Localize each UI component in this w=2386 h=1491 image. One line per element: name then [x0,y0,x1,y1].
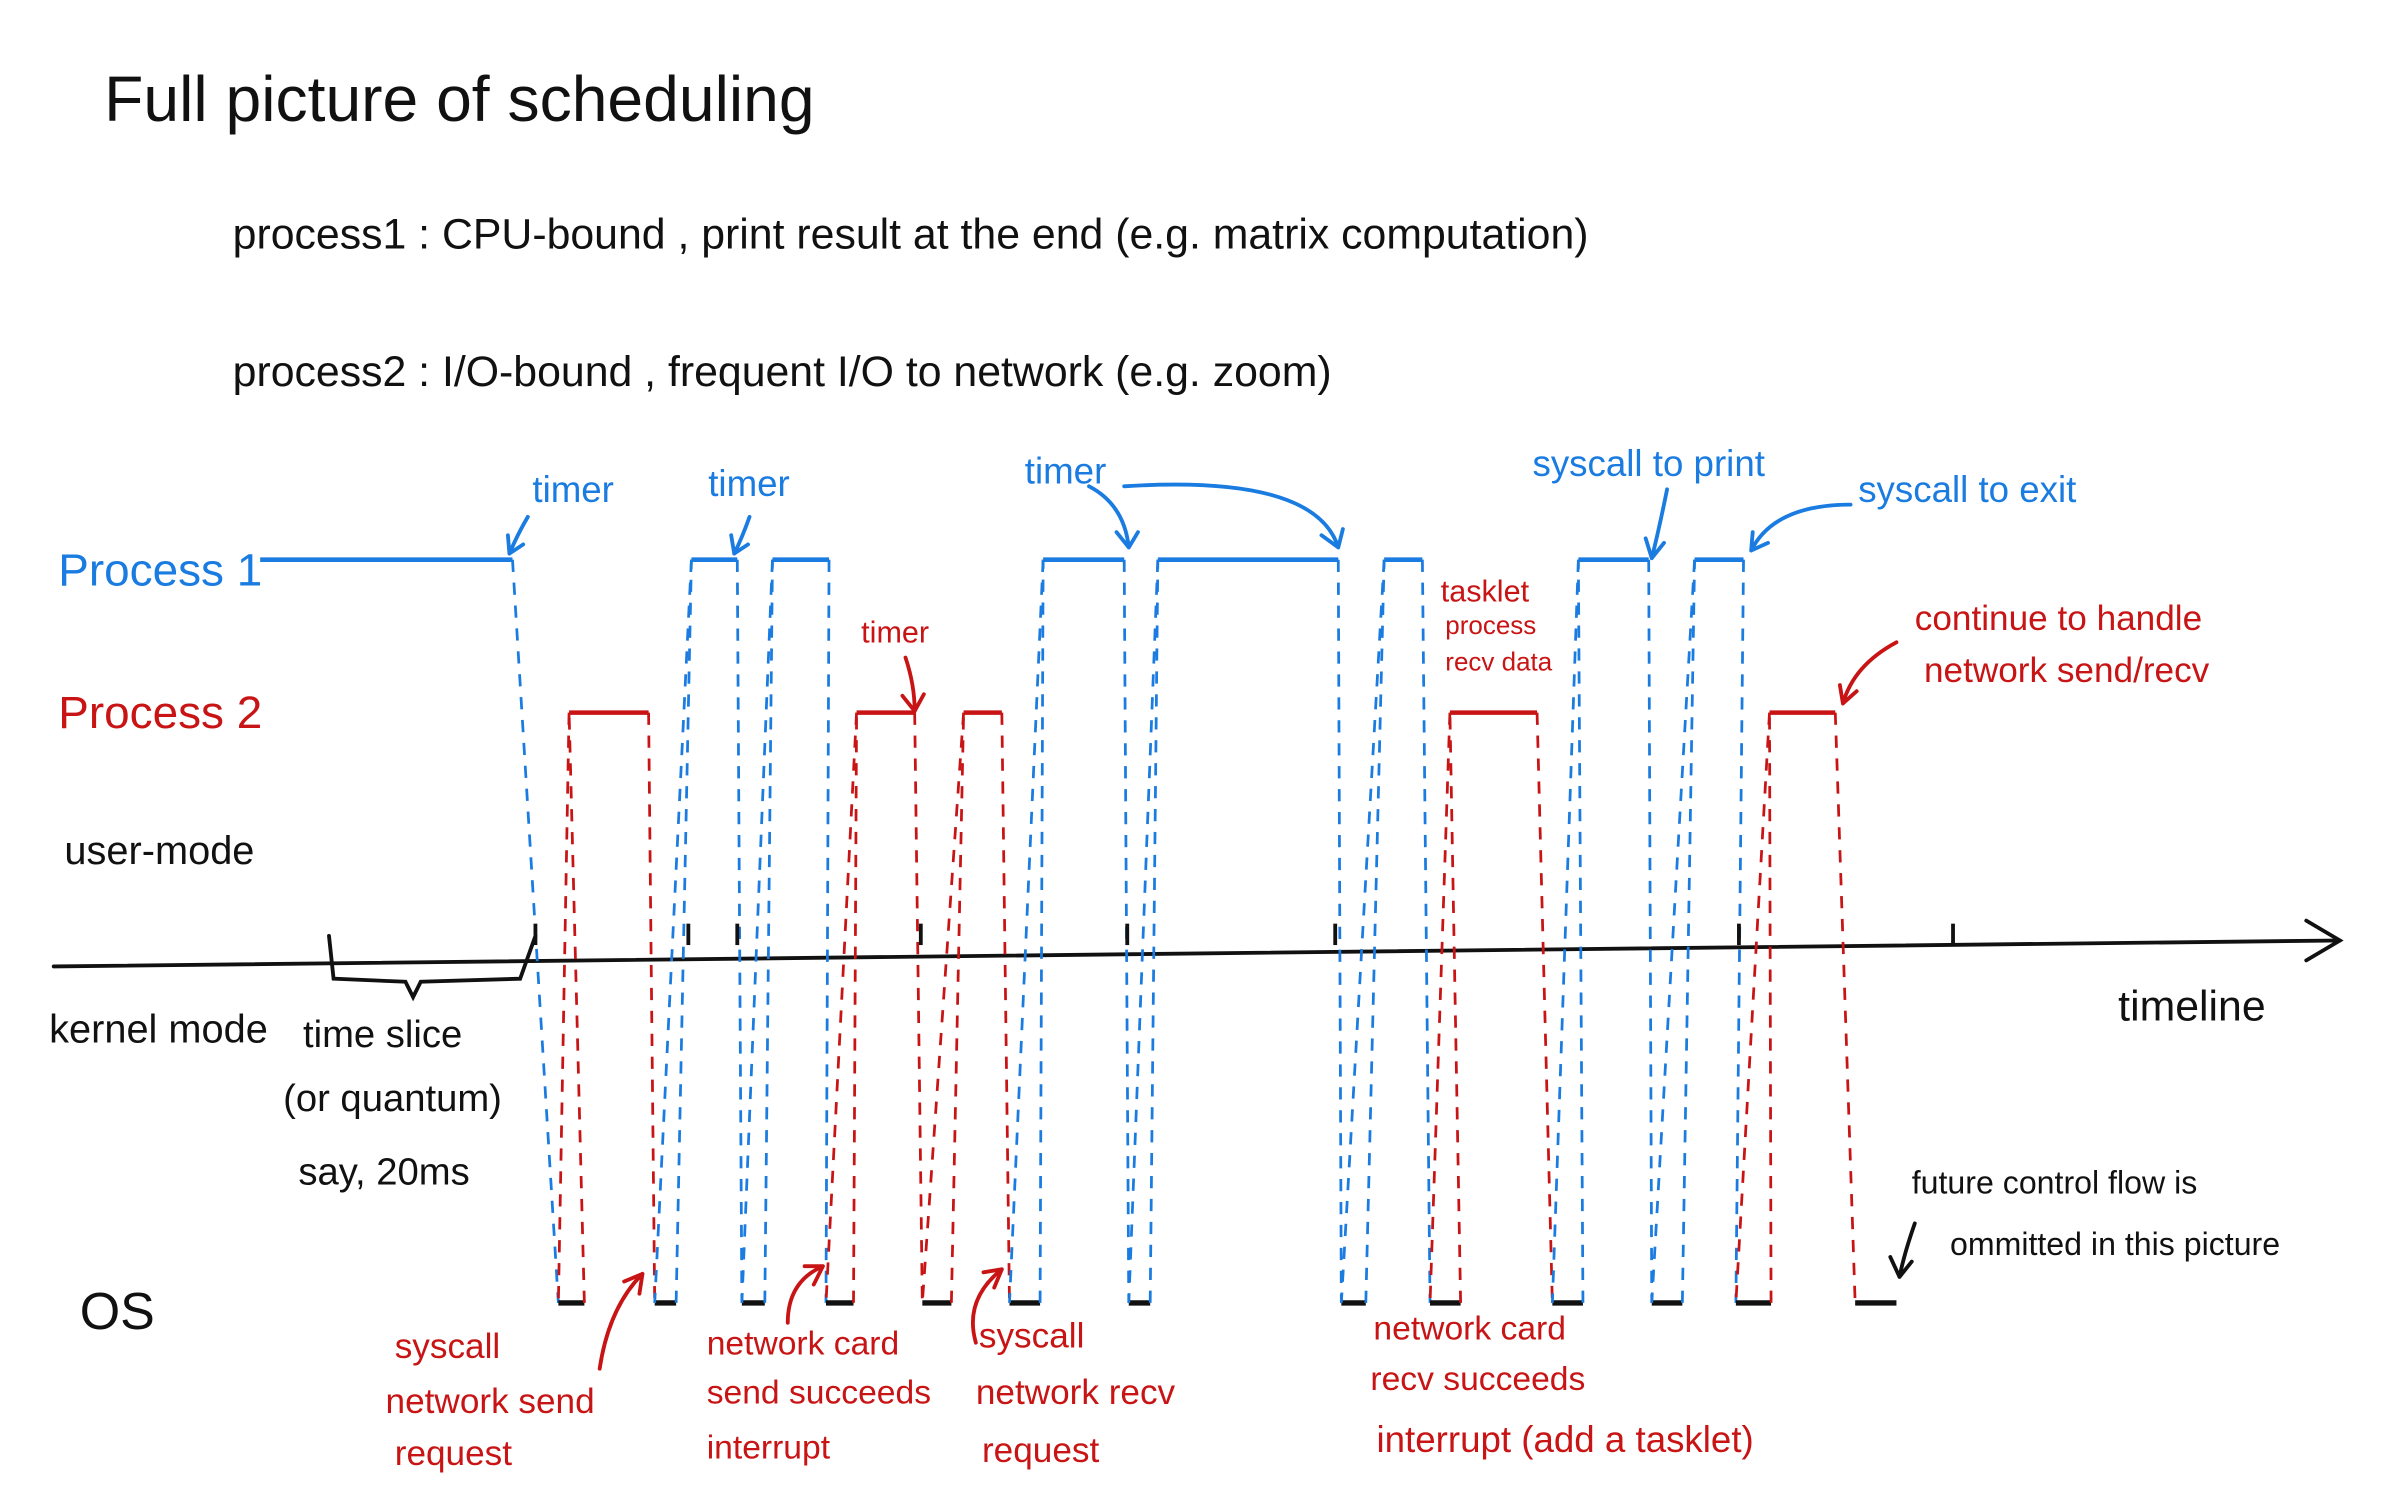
transition [1448,712,1462,1303]
arrow [1087,482,1345,550]
arrow [597,1271,645,1371]
note: network recv [976,1373,1176,1412]
arrow [1888,1221,1917,1279]
arrow [1837,640,1899,706]
lane-label: user-mode [64,829,254,873]
note: continue to handle [1915,599,2202,638]
schedule [260,557,1955,1306]
note: ommitted in this picture [1950,1226,2280,1262]
transition [1038,559,1045,1303]
transition [735,559,744,1303]
transition [1650,559,1696,1303]
transition [1734,712,1771,1303]
note: send succeeds [707,1375,931,1412]
transition [1576,559,1585,1303]
note: recv succeeds [1370,1361,1585,1398]
arrow [785,1264,825,1325]
transition [1768,712,1773,1303]
note: interrupt (add a tasklet) [1377,1419,1754,1460]
note: future control flow is [1912,1165,2198,1201]
note: timer [532,469,614,510]
note: syscall [395,1327,501,1366]
arrow [900,655,926,714]
transition [1008,559,1045,1303]
transition [1428,712,1452,1303]
transition [913,712,924,1303]
note: syscall to print [1532,443,1764,484]
transition [920,712,965,1304]
transition [647,712,657,1303]
note: process [1445,610,1536,640]
lane-label: Process 1 [58,544,262,596]
note: syscall [979,1316,1085,1355]
note: timer [861,616,929,650]
note: timer [1025,451,1107,492]
arrows [51,482,2344,1371]
arrow [971,1267,1004,1345]
transition [1364,559,1386,1303]
note: tasklet [1441,574,1530,608]
note: request [395,1434,512,1473]
transition [1550,559,1580,1303]
transition [824,712,858,1303]
note: syscall to exit [1858,469,2076,510]
note: network send/recv [1924,651,2210,690]
brace [327,933,538,1002]
transition [1336,559,1343,1303]
note: network card [1373,1310,1566,1347]
transition [1127,559,1160,1303]
arrow [1749,502,1853,553]
transition [740,559,774,1303]
transition [567,712,586,1303]
timeline-axis [51,938,2342,969]
note: time slice [303,1013,462,1056]
note: network card [707,1326,900,1363]
transition [674,559,693,1303]
note: recv data [1445,647,1552,677]
arrow [729,514,752,556]
transition [1000,712,1011,1303]
note: interrupt [707,1430,831,1467]
transition [1647,559,1654,1303]
transition [1148,559,1160,1303]
note: say, 20ms [298,1151,469,1194]
title: Full picture of scheduling [104,63,814,135]
transition [824,559,831,1303]
arrowhead [2304,918,2344,963]
transition [1339,559,1386,1303]
transition [1421,559,1432,1303]
lane-label: Process 2 [58,686,262,738]
note: timer [708,463,790,504]
lane-label: OS [80,1283,155,1341]
transition [763,559,774,1303]
description: process1 : CPU-bound , print result at t… [233,210,1589,258]
arrow [1643,487,1669,561]
note: (or quantum) [283,1077,502,1120]
lane-label: kernel mode [49,1008,268,1052]
transition [1680,559,1696,1303]
description: process2 : I/O-bound , frequent I/O to n… [233,348,1332,396]
transition [950,712,965,1303]
axis-label: timeline [2118,983,2265,1031]
transition [653,559,693,1303]
transition [556,712,571,1303]
note: network send [386,1382,595,1421]
note: request [982,1431,1099,1470]
transition [852,712,858,1303]
arrow [505,514,530,556]
transition [1535,712,1554,1303]
transition [1833,712,1857,1303]
